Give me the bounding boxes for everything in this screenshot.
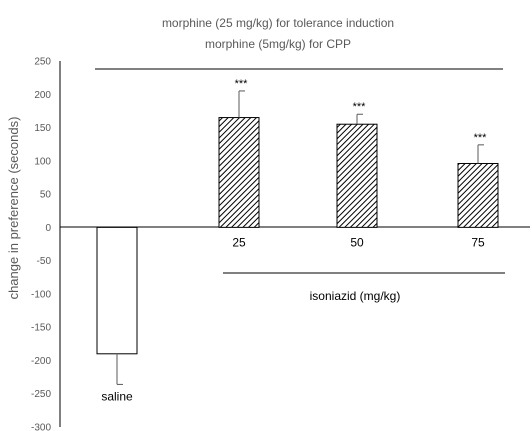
chart-title-line-2: morphine (5mg/kg) for CPP xyxy=(205,37,351,51)
y-tick-label: -100 xyxy=(31,289,51,300)
y-tick-label: -250 xyxy=(31,389,51,400)
category-label-75: 75 xyxy=(471,235,485,249)
y-tick-label: 100 xyxy=(34,156,51,167)
y-tick-label: -200 xyxy=(31,356,51,367)
bar-75 xyxy=(457,162,499,228)
y-tick-label: -150 xyxy=(31,323,51,334)
significance-mark-75: *** xyxy=(474,132,488,144)
y-tick-label: 250 xyxy=(34,57,51,68)
category-label-25: 25 xyxy=(232,235,246,249)
y-tick-label: 50 xyxy=(40,190,52,201)
y-tick-label: -50 xyxy=(37,256,52,267)
isoniazid-group-label: isoniazid (mg/kg) xyxy=(310,289,401,303)
y-tick-label: 150 xyxy=(34,123,51,134)
y-tick-labels: 250 200 150 100 50 0 -50 -100 -150 -200 -250 -300 xyxy=(31,57,51,431)
category-label-50: 50 xyxy=(350,235,364,249)
bar-25 xyxy=(218,117,260,228)
y-axis-label: change in preference (seconds) xyxy=(6,117,21,300)
bars: saline 25 *** 50 *** 75 *** xyxy=(96,78,499,403)
significance-mark-50: *** xyxy=(353,101,367,113)
bar-50 xyxy=(336,123,378,228)
significance-mark-25: *** xyxy=(235,78,249,90)
y-tick-label: 0 xyxy=(45,223,51,234)
y-tick-label: -300 xyxy=(31,423,51,431)
bar-saline xyxy=(96,226,138,355)
chart-title-line-1: morphine (25 mg/kg) for tolerance induct… xyxy=(162,16,394,30)
category-label-saline: saline xyxy=(101,389,133,403)
y-tick-label: 200 xyxy=(34,90,51,101)
